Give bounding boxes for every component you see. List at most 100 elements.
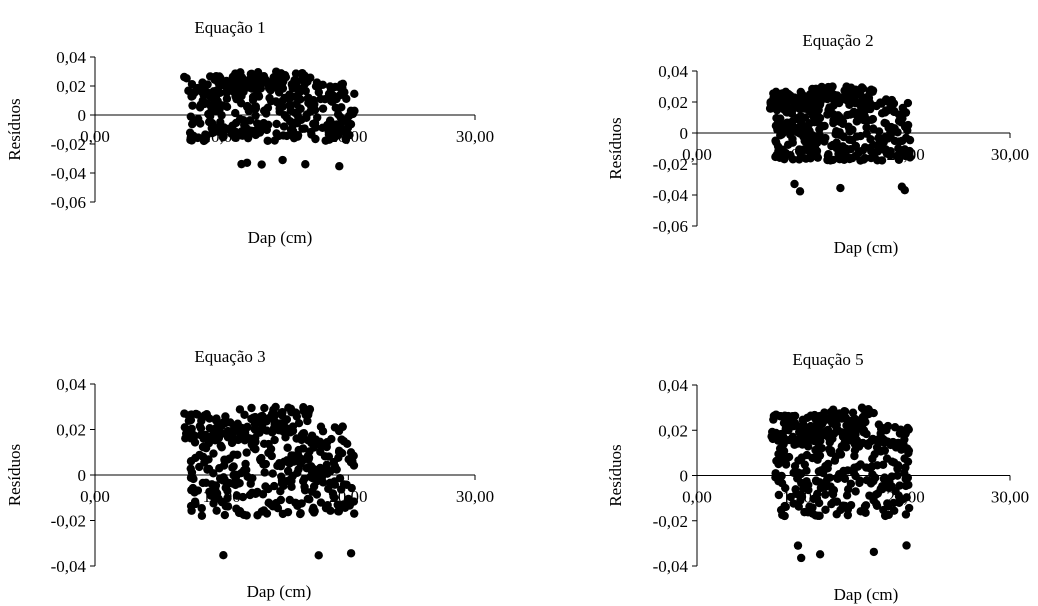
data-point — [350, 89, 359, 99]
data-point — [265, 93, 274, 103]
data-point — [311, 134, 320, 144]
data-point — [789, 499, 798, 508]
data-point — [834, 470, 844, 479]
data-point — [296, 509, 305, 518]
data-point — [238, 131, 247, 140]
data-points — [180, 67, 359, 171]
data-point — [211, 481, 221, 490]
data-point — [798, 419, 808, 428]
data-point — [823, 110, 832, 119]
data-point — [801, 103, 810, 113]
x-axis-label: Dap (cm) — [247, 582, 312, 601]
data-point — [794, 113, 803, 123]
data-point — [781, 483, 790, 493]
data-point — [903, 120, 913, 130]
data-point — [797, 490, 806, 499]
data-point — [187, 485, 196, 495]
data-point — [857, 419, 866, 429]
data-point — [840, 438, 849, 447]
data-point — [904, 503, 914, 513]
data-point — [293, 107, 302, 117]
data-point — [830, 408, 839, 417]
data-point — [349, 509, 359, 518]
data-point — [291, 498, 301, 508]
data-point — [267, 428, 277, 437]
data-point — [201, 443, 211, 453]
data-point — [285, 117, 295, 126]
data-point — [264, 498, 274, 508]
data-point — [793, 541, 803, 550]
data-point — [293, 76, 302, 86]
y-tick-label: 0,02 — [56, 421, 86, 440]
y-tick-label: 0 — [78, 106, 87, 125]
data-point — [247, 403, 256, 413]
data-point — [856, 131, 865, 141]
data-point — [236, 426, 245, 436]
chart-2: Equação 20,040,020-0,02-0,04-0,060,0010,… — [606, 31, 1029, 257]
data-point — [850, 416, 860, 425]
data-point — [235, 507, 245, 516]
data-point — [251, 111, 260, 120]
data-point — [774, 490, 784, 500]
data-point — [186, 112, 196, 121]
data-point — [804, 485, 813, 495]
data-point — [821, 490, 830, 499]
chart-title: Equação 5 — [792, 350, 863, 369]
data-point — [287, 482, 296, 492]
data-point — [186, 473, 196, 482]
data-point — [209, 128, 218, 137]
data-point — [310, 506, 319, 516]
data-point — [197, 511, 207, 520]
data-point — [257, 453, 266, 463]
data-point — [285, 459, 294, 468]
data-point — [250, 103, 259, 112]
data-point — [211, 72, 221, 81]
y-axis-label: Resíduos — [606, 444, 625, 506]
data-point — [297, 455, 307, 464]
data-point — [784, 89, 793, 99]
data-point — [279, 131, 288, 140]
data-point — [301, 160, 310, 169]
data-point — [836, 183, 845, 193]
data-point — [331, 103, 340, 113]
data-point — [848, 435, 858, 444]
data-point — [804, 144, 813, 153]
data-point — [874, 438, 883, 447]
data-point — [887, 472, 896, 481]
data-point — [279, 481, 288, 491]
data-point — [346, 549, 356, 558]
data-point — [333, 507, 343, 516]
y-tick-label: -0,02 — [51, 512, 86, 531]
data-point — [188, 118, 198, 128]
data-point — [869, 124, 878, 133]
chart-4: Equação 50,040,020-0,02-0,040,0010,0020,… — [606, 350, 1029, 604]
data-point — [284, 403, 293, 412]
data-point — [771, 469, 780, 478]
data-point — [326, 506, 335, 515]
data-point — [776, 505, 786, 515]
data-point — [237, 159, 246, 169]
y-tick-label: -0,02 — [653, 512, 688, 531]
data-point — [318, 104, 328, 113]
data-point — [232, 94, 241, 104]
data-point — [217, 443, 226, 452]
data-point — [809, 494, 818, 504]
data-point — [263, 136, 272, 145]
data-point — [797, 478, 806, 488]
data-point — [270, 136, 279, 145]
data-point — [882, 96, 891, 106]
data-point — [338, 422, 347, 432]
data-point — [200, 82, 210, 91]
data-point — [188, 101, 197, 110]
data-point — [821, 462, 830, 471]
data-point — [257, 120, 266, 129]
data-point — [315, 437, 325, 447]
data-point — [775, 99, 784, 108]
data-point — [334, 453, 343, 463]
data-point — [868, 87, 877, 96]
data-point — [880, 118, 889, 128]
data-point — [249, 443, 258, 452]
data-point — [776, 131, 785, 140]
data-point — [187, 506, 196, 515]
data-point — [197, 504, 206, 513]
